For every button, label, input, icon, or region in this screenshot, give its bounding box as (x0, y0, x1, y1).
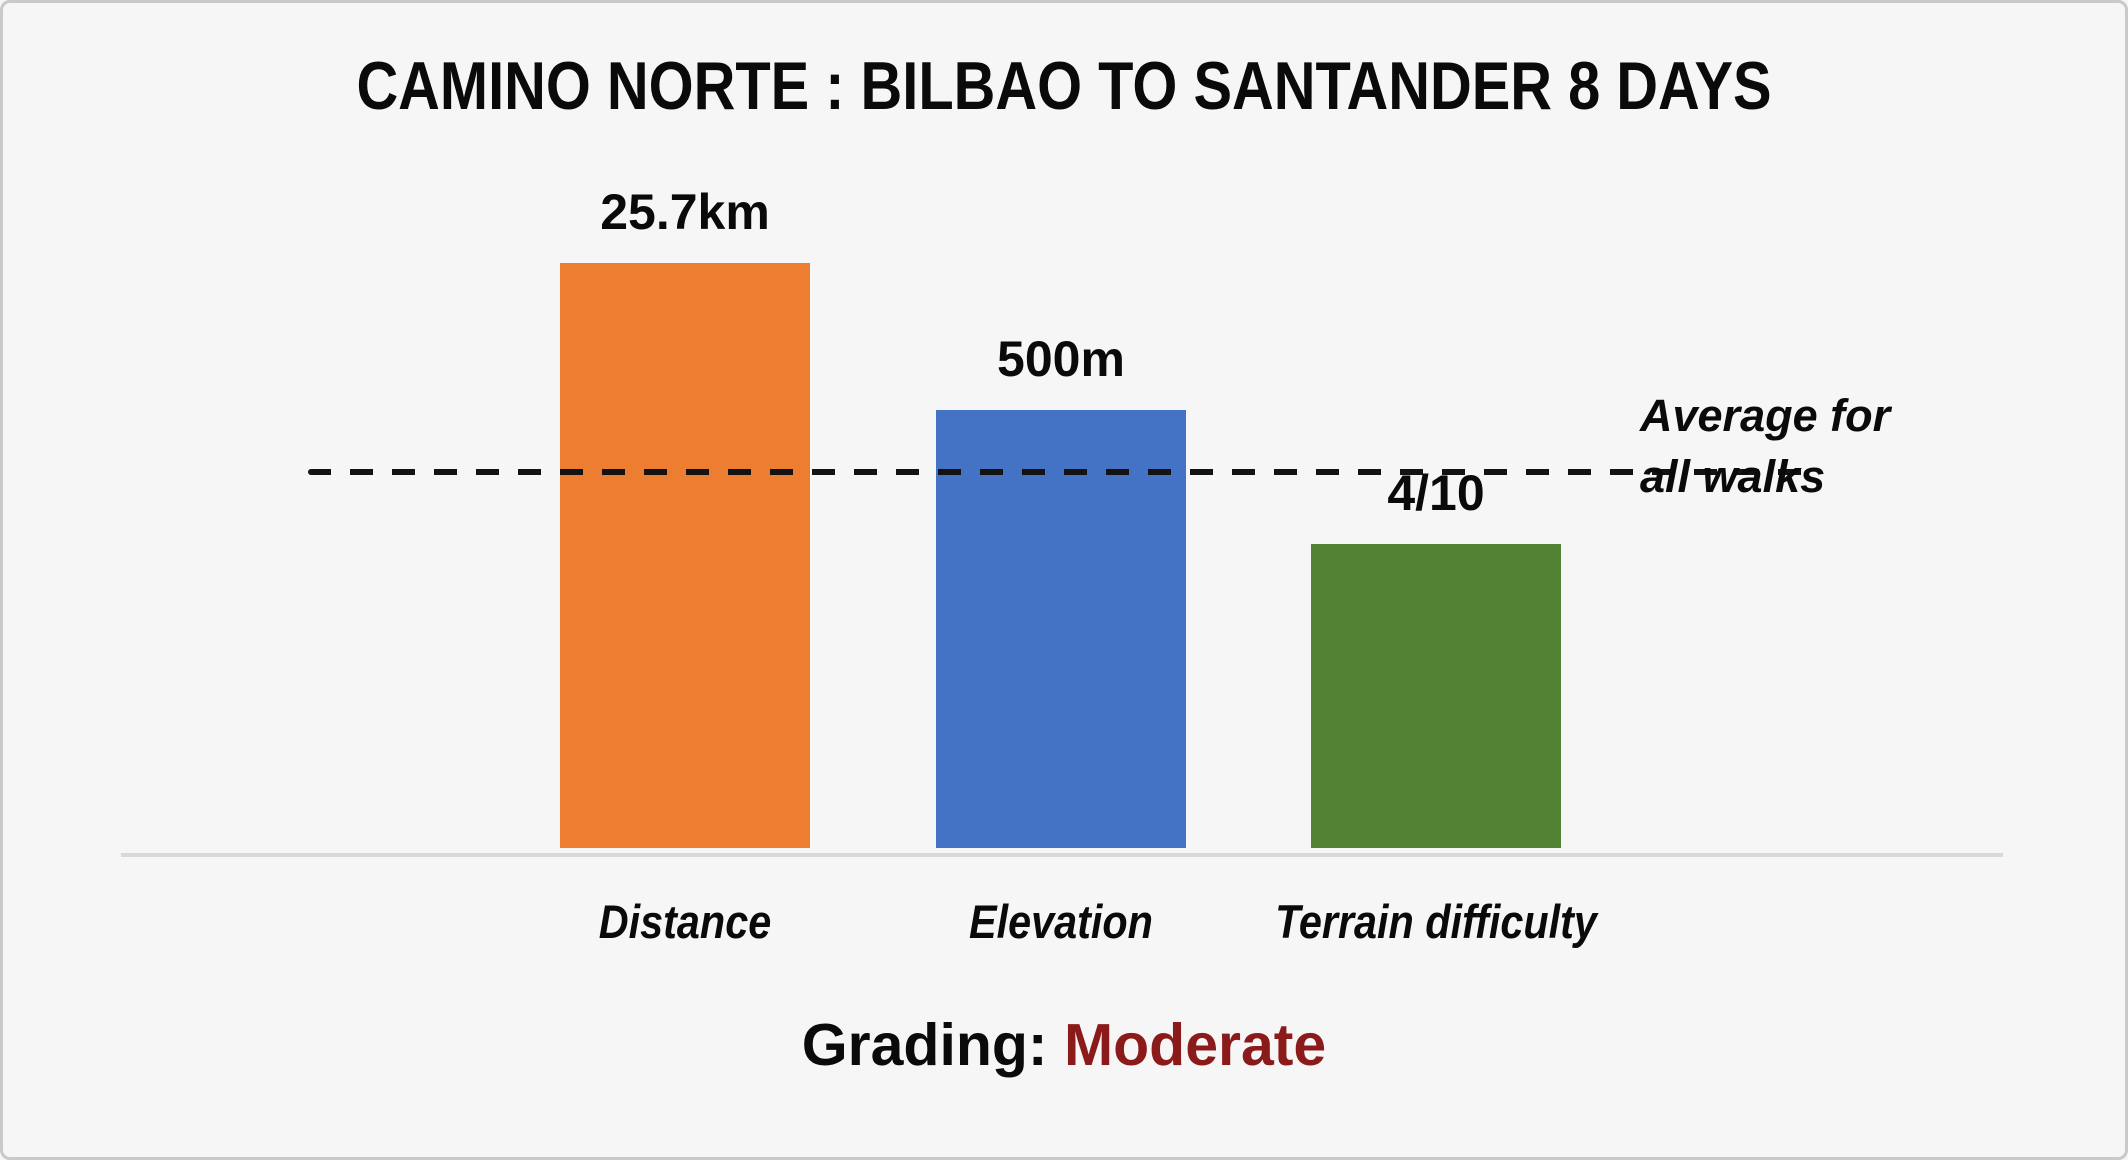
bar-elevation (936, 410, 1186, 848)
category-label-terrain-difficulty: Terrain difficulty (1275, 895, 1597, 948)
bar-group-terrain-difficulty: 4/10 Terrain difficulty (1275, 464, 1597, 948)
x-axis-baseline (121, 853, 2003, 857)
grading-label: Grading: (801, 1012, 1048, 1078)
grading-value: Moderate (1063, 1012, 1327, 1078)
average-annotation-line1: Average for (1640, 390, 1891, 441)
chart-title: CAMINO NORTE : BILBAO TO SANTANDER 8 DAY… (356, 48, 1772, 124)
bar-group-elevation: 500m Elevation (936, 330, 1186, 948)
bar-terrain-difficulty (1311, 544, 1561, 848)
bar-group-distance: 25.7km Distance (560, 183, 810, 948)
bar-distance (560, 263, 810, 848)
value-label-distance: 25.7km (600, 184, 770, 240)
average-reference-line (308, 469, 1804, 475)
grading-text: Grading: Moderate (3, 1011, 2125, 1079)
category-label-elevation: Elevation (969, 895, 1153, 948)
category-label-distance: Distance (598, 895, 772, 948)
value-label-elevation: 500m (997, 331, 1125, 387)
average-line-annotation: Average for all walks (1640, 385, 1890, 507)
average-annotation-line2: all walks (1640, 451, 1826, 502)
grading-separator (1048, 1012, 1064, 1078)
